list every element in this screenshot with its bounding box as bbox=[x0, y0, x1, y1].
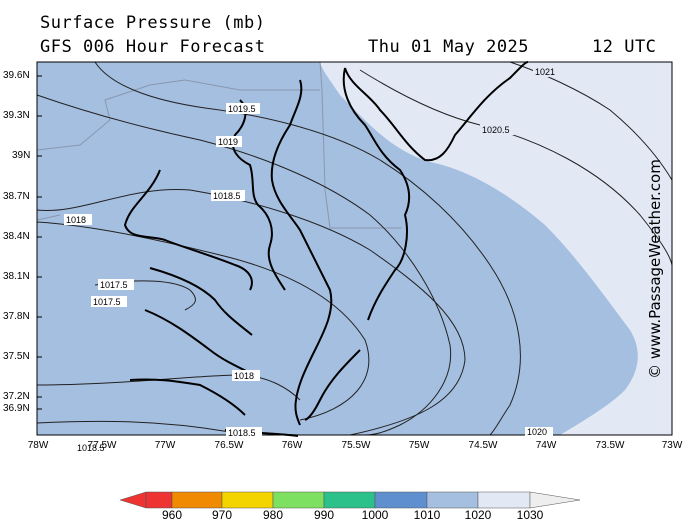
lon-label: 76.5W bbox=[214, 440, 244, 451]
colorbar-label: 980 bbox=[262, 508, 284, 522]
colorbar-label: 1030 bbox=[516, 508, 544, 522]
state-boundaries bbox=[36, 61, 402, 229]
isobar-label-1018-5-south: 1018.5 bbox=[77, 443, 105, 453]
isobar-labels: 1021 1020.5 1019.5 1019 1018.5 1018 1017… bbox=[64, 66, 557, 453]
lon-label: 76W bbox=[281, 440, 303, 451]
forecast-date: Thu 01 May 2025 bbox=[368, 37, 530, 57]
isobar-label-1019-5: 1019.5 bbox=[228, 104, 256, 114]
map-title: Surface Pressure (mb) bbox=[40, 13, 266, 33]
colorbar-label: 990 bbox=[313, 508, 335, 522]
axis-ticks bbox=[37, 75, 42, 410]
lat-label: 38.4N bbox=[3, 231, 30, 242]
isobar-label-1020-5: 1020.5 bbox=[482, 125, 510, 135]
lat-label: 38.7N bbox=[3, 191, 30, 202]
lon-label: 78W bbox=[27, 440, 49, 451]
isobar-label-1020: 1020 bbox=[527, 427, 547, 437]
lat-label: 37.5N bbox=[3, 351, 30, 362]
colorbar-label: 1010 bbox=[413, 508, 441, 522]
isobar-label-1018-lower: 1018 bbox=[234, 371, 254, 381]
pressure-colorbar bbox=[119, 491, 581, 509]
isobar-label-1018-left: 1018 bbox=[66, 215, 86, 225]
lat-label: 39.6N bbox=[3, 70, 30, 81]
colorbar-label: 1000 bbox=[361, 508, 389, 522]
lon-label: 77.5W bbox=[87, 440, 117, 451]
credit-text: © www.PassageWeather.com bbox=[646, 159, 664, 379]
isobar-label-1021: 1021 bbox=[535, 67, 555, 77]
lat-label: 39N bbox=[12, 150, 31, 161]
colorbar-label: 970 bbox=[211, 508, 233, 522]
lat-label: 37.8N bbox=[3, 311, 30, 322]
forecast-time: 12 UTC bbox=[592, 37, 657, 57]
lon-label: 75.5W bbox=[341, 440, 371, 451]
forecast-subtitle: GFS 006 Hour Forecast bbox=[40, 37, 266, 57]
lon-label: 74W bbox=[535, 440, 557, 451]
lon-label: 77W bbox=[154, 440, 176, 451]
isobar-label-1018-5-bay: 1018.5 bbox=[228, 428, 256, 438]
colorbar-label: 1020 bbox=[464, 508, 492, 522]
lon-label: 75W bbox=[408, 440, 430, 451]
lat-label: 36.9N bbox=[3, 403, 30, 414]
isobar-label-1018-5-upper: 1018.5 bbox=[213, 191, 241, 201]
lat-label: 37.2N bbox=[3, 391, 30, 402]
lat-label: 38.1N bbox=[3, 271, 30, 282]
map-frame bbox=[36, 61, 673, 436]
isobar-label-1019: 1019 bbox=[218, 137, 238, 147]
lat-label: 39.3N bbox=[3, 110, 30, 121]
lon-label: 73.5W bbox=[595, 440, 625, 451]
colorbar-label: 960 bbox=[161, 508, 183, 522]
pressure-region-1020-1030 bbox=[320, 62, 672, 435]
isobars bbox=[36, 61, 673, 436]
isobar-label-1017-5-b: 1017.5 bbox=[93, 297, 121, 307]
isobar-label-1017-5-a: 1017.5 bbox=[100, 280, 128, 290]
lon-label: 73W bbox=[661, 440, 683, 451]
lon-label: 74.5W bbox=[468, 440, 498, 451]
